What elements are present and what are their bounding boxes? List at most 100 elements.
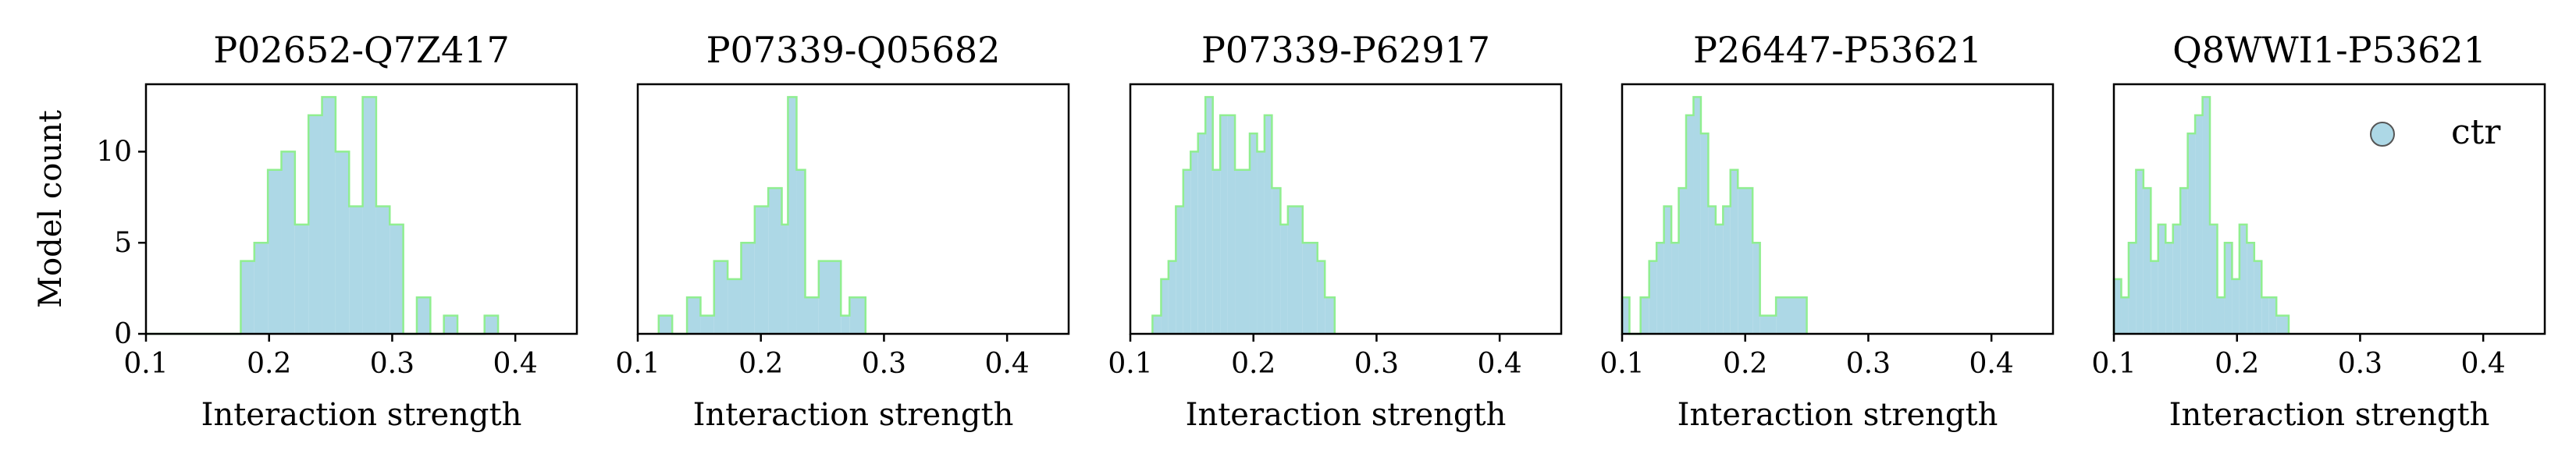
histogram-bar <box>1161 278 1169 334</box>
legend-marker-icon <box>2370 122 2395 147</box>
histogram-bar <box>2232 278 2240 334</box>
histogram-bar <box>728 278 742 334</box>
histogram-bar <box>2165 243 2173 334</box>
histogram-bar <box>268 169 282 334</box>
x-tick-label: 0.4 <box>2461 348 2506 380</box>
histogram-bar <box>1686 115 1694 335</box>
y-axis-label: Model count <box>33 110 69 308</box>
x-tick-label: 0.2 <box>2215 348 2259 380</box>
histogram-bars <box>1152 97 1335 335</box>
panel-title: P07339-P62917 <box>1201 29 1490 71</box>
histogram-bar <box>2247 243 2254 334</box>
histogram-bar <box>1264 115 1272 335</box>
histogram-bar <box>2195 115 2203 335</box>
histogram-bar <box>362 97 376 334</box>
histogram-bar <box>2217 297 2225 334</box>
histogram-bar <box>1738 188 1753 334</box>
histogram-bar <box>2210 224 2218 334</box>
histogram-bar <box>1640 297 1649 334</box>
histogram-bar <box>1287 206 1303 334</box>
histogram-bar <box>349 206 363 334</box>
x-tick-label: 0.1 <box>615 348 660 380</box>
histogram-outline <box>2112 96 2290 334</box>
histogram-bar <box>754 206 769 334</box>
histogram-bar <box>796 169 806 334</box>
histogram-bar <box>1776 297 1807 334</box>
histogram-bar <box>443 315 458 334</box>
histogram-bar <box>2158 224 2166 334</box>
histogram-panel: P02652-Q7Z417 0.1 0.2 0.3 0.4 0 5 10 Interaction… <box>96 29 578 433</box>
histogram-bar <box>2121 297 2129 334</box>
x-axis-label: Interaction strength <box>201 397 522 433</box>
histogram-bar <box>658 315 673 334</box>
histogram-outline <box>1621 96 1808 335</box>
histogram-bars <box>1622 97 1807 335</box>
x-tick-label: 0.4 <box>985 348 1030 380</box>
histogram-bar <box>1671 243 1679 334</box>
histogram-bars <box>240 97 499 335</box>
histogram-bar <box>2172 224 2181 334</box>
histogram-bar <box>2136 169 2144 334</box>
x-tick-label: 0.3 <box>2338 348 2382 380</box>
histogram-bar <box>818 261 841 334</box>
histogram-bar <box>322 97 336 334</box>
x-tick-label: 0.3 <box>862 348 906 380</box>
x-tick-label: 0.2 <box>247 348 291 380</box>
histogram-bar <box>2224 243 2233 334</box>
histogram-bar <box>2128 243 2137 334</box>
x-tick-label: 0.1 <box>123 348 168 380</box>
legend: ctr <box>2370 112 2501 152</box>
x-tick-label: 0.1 <box>2091 348 2136 380</box>
histogram-bar <box>308 115 322 335</box>
axes-frame <box>636 83 1070 335</box>
histogram-bar <box>416 297 431 334</box>
panel-title: Q8WWI1-P53621 <box>2172 29 2486 71</box>
histogram-bar <box>1197 133 1206 335</box>
axes-frame <box>144 83 578 335</box>
histogram-panel: P07339-P62917 0.1 0.2 0.3 0.4 Interaction str… <box>1108 29 1563 433</box>
histogram-bar <box>1205 97 1213 334</box>
panel-title: P02652-Q7Z417 <box>213 29 510 71</box>
x-tick-label: 0.1 <box>1108 348 1152 380</box>
panel-title: P07339-Q05682 <box>706 29 1001 71</box>
histogram-bar <box>2239 224 2247 334</box>
histogram-panel: P07339-Q05682 0.1 0.2 0.3 0.4 Interaction str… <box>615 29 1070 433</box>
histogram-bar <box>1183 169 1191 334</box>
histogram-bar <box>1235 169 1250 334</box>
histogram-bar <box>849 297 866 334</box>
histogram-outline <box>657 96 867 335</box>
histogram-bar <box>1227 115 1236 335</box>
histogram-bar <box>2151 261 2158 334</box>
histogram-bar <box>2180 188 2188 334</box>
histogram-bar <box>2202 97 2211 334</box>
histogram-bar <box>484 315 499 334</box>
histogram-bar <box>1302 243 1318 334</box>
histogram-bar <box>240 261 254 334</box>
histogram-bar <box>1257 151 1265 334</box>
histogram-bar <box>1190 151 1198 334</box>
histogram-bar <box>294 224 309 334</box>
histogram-bar <box>2254 261 2262 334</box>
histogram-bar <box>700 315 714 334</box>
axes-frame <box>1129 83 1563 335</box>
x-tick-label: 0.3 <box>1846 348 1891 380</box>
histogram-bar <box>1325 297 1335 334</box>
histogram-bar <box>1168 261 1176 334</box>
histogram-bar <box>375 206 390 334</box>
histogram-panel: P26447-P53621 0.1 0.2 0.3 0.4 Interaction str… <box>1599 29 2055 433</box>
y-tick-label: 0 <box>114 318 132 350</box>
histogram-bar <box>768 188 782 334</box>
histogram-bar <box>741 243 755 334</box>
histogram-bar <box>1176 206 1183 334</box>
x-tick-label: 0.4 <box>1478 348 1522 380</box>
axes-frame <box>2112 83 2546 335</box>
x-axis-label: Interaction strength <box>1186 397 1507 433</box>
histogram-bar <box>1715 224 1724 334</box>
histogram-bar <box>1317 261 1325 334</box>
x-tick-label: 0.2 <box>1231 348 1276 380</box>
x-axis-label: Interaction strength <box>2169 397 2490 433</box>
histogram-bar <box>1752 243 1760 334</box>
x-axis-label: Interaction strength <box>693 397 1014 433</box>
legend-label: ctr <box>2451 112 2501 152</box>
histogram-bar <box>1759 315 1777 334</box>
